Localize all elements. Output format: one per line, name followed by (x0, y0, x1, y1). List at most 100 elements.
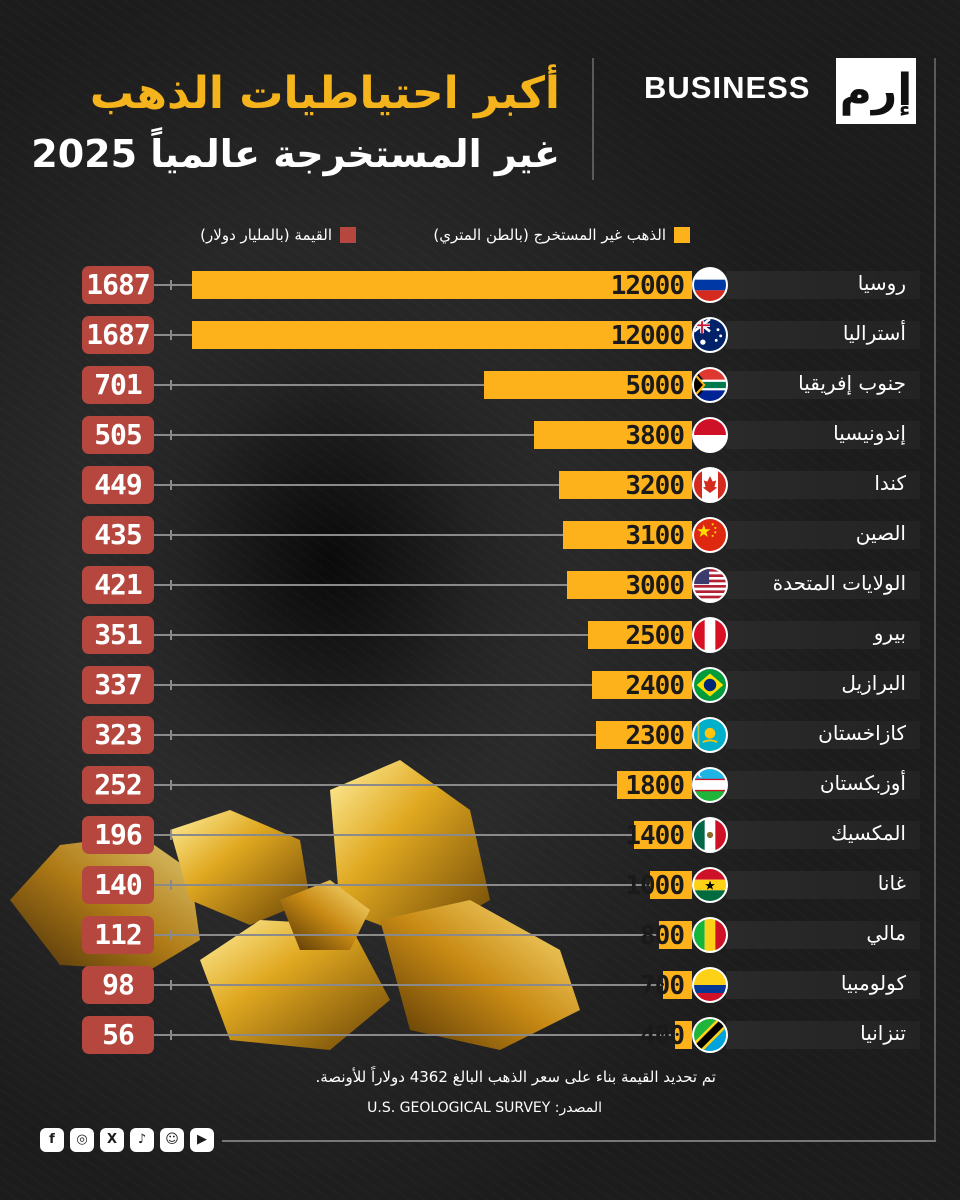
connector-line (154, 434, 534, 436)
connector-line (154, 534, 563, 536)
value-label: 505 (82, 416, 154, 454)
indonesia-flag-icon (692, 417, 728, 453)
country-label: الولايات المتحدة (726, 571, 920, 599)
price-note: تم تحديد القيمة بناء على سعر الذهب البال… (315, 1068, 717, 1086)
connector-line (154, 334, 192, 336)
value-label: 435 (82, 516, 154, 554)
country-label: أوزبكستان (726, 771, 920, 799)
connector-tick (170, 380, 172, 390)
brazil-flag-icon (692, 667, 728, 703)
value-label: 421 (82, 566, 154, 604)
frame-line-top (592, 58, 594, 180)
peru-flag-icon (692, 617, 728, 653)
tonnes-label: 2300 (625, 721, 685, 751)
tonnes-bar: 1800 (617, 771, 692, 801)
uzbekistan-flag-icon (692, 767, 728, 803)
tonnes-label: 400 (640, 1021, 685, 1051)
tonnes-bar: 3200 (559, 471, 692, 501)
legend-swatch-value (340, 227, 356, 243)
tonnes-label: 2500 (625, 621, 685, 651)
connector-tick (170, 530, 172, 540)
tiktok-icon[interactable]: ♪ (130, 1128, 154, 1152)
tonnes-label: 1400 (625, 821, 685, 851)
tonnes-bar: 12000 (192, 271, 692, 301)
legend-item-tonnes: الذهب غير المستخرج (بالطن المتري) (433, 226, 690, 244)
kazakhstan-flag-icon (692, 717, 728, 753)
tonnes-bar: 2500 (588, 621, 692, 651)
country-label: إندونيسيا (726, 421, 920, 449)
connector-tick (170, 480, 172, 490)
brand-logo: إرم (836, 58, 916, 124)
mexico-flag-icon (692, 817, 728, 853)
ghana-flag-icon (692, 867, 728, 903)
tonnes-label: 3000 (625, 571, 685, 601)
connector-tick (170, 980, 172, 990)
value-label: 323 (82, 716, 154, 754)
tonnes-bar: 700 (640, 971, 692, 1001)
legend-label-tonnes: الذهب غير المستخرج (بالطن المتري) (433, 226, 666, 244)
snapchat-icon[interactable]: ☺ (160, 1128, 184, 1152)
usa-flag-icon (692, 567, 728, 603)
connector-line (154, 734, 596, 736)
value-label: 196 (82, 816, 154, 854)
tonnes-label: 12000 (610, 271, 685, 301)
country-label: تنزانيا (726, 1021, 920, 1049)
connector-tick (170, 280, 172, 290)
south-africa-flag-icon (692, 367, 728, 403)
connector-line (154, 284, 192, 286)
connector-tick (170, 330, 172, 340)
tonnes-label: 3800 (625, 421, 685, 451)
source-line: المصدر: U.S. GEOLOGICAL SURVEY (367, 1100, 608, 1116)
connector-tick (170, 830, 172, 840)
connector-line (154, 784, 617, 786)
value-label: 337 (82, 666, 154, 704)
connector-tick (170, 1030, 172, 1040)
country-label: كولومبيا (726, 971, 920, 999)
youtube-icon[interactable]: ▶ (190, 1128, 214, 1152)
tonnes-label: 3100 (625, 521, 685, 551)
connector-tick (170, 780, 172, 790)
tonnes-bar: 800 (640, 921, 692, 951)
tonnes-bar: 2300 (596, 721, 692, 751)
country-label: أستراليا (726, 321, 920, 349)
connector-tick (170, 580, 172, 590)
connector-tick (170, 680, 172, 690)
tanzania-flag-icon (692, 1017, 728, 1053)
tonnes-label: 1800 (625, 771, 685, 801)
instagram-icon[interactable]: ◎ (70, 1128, 94, 1152)
tonnes-bar: 1000 (625, 871, 692, 901)
tonnes-bar: 12000 (192, 321, 692, 351)
x-icon[interactable]: X (100, 1128, 124, 1152)
value-label: 140 (82, 866, 154, 904)
social-icons: f ◎ X ♪ ☺ ▶ (40, 1128, 214, 1152)
connector-line (154, 484, 559, 486)
value-label: 351 (82, 616, 154, 654)
tonnes-bar: 5000 (484, 371, 692, 401)
connector-line (154, 984, 663, 986)
country-label: روسيا (726, 271, 920, 299)
brand-name: BUSINESS (644, 70, 811, 105)
value-label: 112 (82, 916, 154, 954)
country-label: الصين (726, 521, 920, 549)
connector-line (154, 1034, 675, 1036)
country-label: كازاخستان (726, 721, 920, 749)
connector-line (154, 834, 634, 836)
connector-line (154, 884, 650, 886)
legend-item-value: القيمة (بالمليار دولار) (200, 226, 356, 244)
tonnes-label: 2400 (625, 671, 685, 701)
tonnes-bar: 3000 (567, 571, 692, 601)
connector-line (154, 634, 588, 636)
mali-flag-icon (692, 917, 728, 953)
tonnes-bar: 2400 (592, 671, 692, 701)
title-line-2: غير المستخرجة عالمياً 2025 (31, 132, 560, 176)
value-label: 252 (82, 766, 154, 804)
china-flag-icon (692, 517, 728, 553)
connector-line (154, 384, 484, 386)
legend-label-value: القيمة (بالمليار دولار) (200, 226, 332, 244)
country-label: كندا (726, 471, 920, 499)
tonnes-bar: 3800 (534, 421, 692, 451)
connector-line (154, 584, 567, 586)
facebook-icon[interactable]: f (40, 1128, 64, 1152)
tonnes-label: 800 (640, 921, 685, 951)
